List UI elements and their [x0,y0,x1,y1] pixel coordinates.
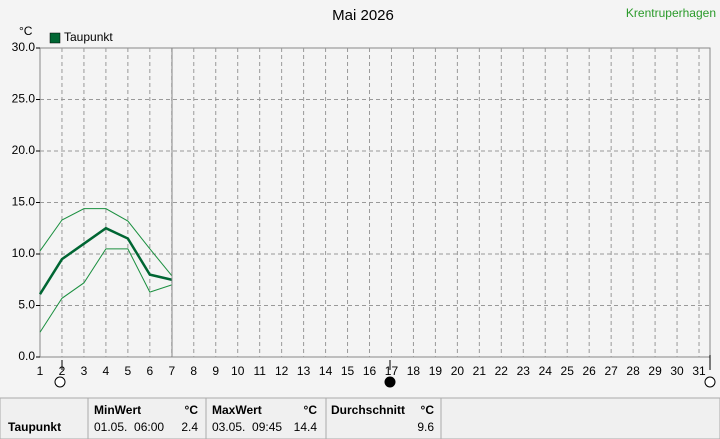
x-tick-label: 25 [561,364,575,378]
x-tick-label: 20 [451,364,465,378]
col-title: MinWert [94,403,141,417]
x-tick-label: 9 [212,364,219,378]
y-tick-label: 30.0 [12,40,36,54]
x-tick-label: 5 [125,364,132,378]
col-unit: °C [185,403,199,417]
x-tick-label: 15 [341,364,355,378]
legend-label: Taupunkt [64,30,113,44]
y-tick-label: 0.0 [18,349,35,363]
x-tick-label: 18 [407,364,421,378]
station: Krentruperhagen [626,6,716,20]
plot-area [39,47,711,358]
x-tick-label: 16 [363,364,377,378]
x-tick-label: 27 [604,364,618,378]
y-tick-label: 10.0 [12,246,36,260]
x-tick-label: 13 [297,364,311,378]
x-tick-label: 28 [626,364,640,378]
x-tick-label: 19 [429,364,443,378]
x-tick-label: 29 [648,364,662,378]
x-tick-label: 7 [168,364,175,378]
cell-time: 03.05. 09:45 [212,420,282,434]
x-tick-label: 2 [59,364,66,378]
min-line [39,248,172,333]
x-tick-label: 24 [539,364,553,378]
x-tick-label: 10 [231,364,245,378]
cell-value: 14.4 [294,420,318,434]
max-line [39,208,173,276]
cell-value: 2.4 [181,420,198,434]
x-tick-label: 12 [275,364,289,378]
col-title: MaxWert [212,403,262,417]
x-tick-label: 14 [319,364,333,378]
x-tick-label: 4 [103,364,110,378]
y-tick-label: 15.0 [12,195,36,209]
x-tick-label: 22 [495,364,509,378]
x-tick-label: 6 [146,364,153,378]
table [0,397,720,439]
x-tick-label: 1 [37,364,44,378]
col-unit: °C [421,403,435,417]
x-tick-label: 23 [517,364,531,378]
x-tick-label: 8 [190,364,197,378]
col-unit: °C [304,403,318,417]
row-label: Taupunkt [8,420,61,434]
x-tick-label: 31 [692,364,706,378]
x-tick-label: 30 [670,364,684,378]
moon-full [54,376,66,388]
legend-swatch [49,32,61,44]
x-tick-label: 11 [253,364,266,378]
cell-value: 9.6 [417,420,434,434]
y-tick-label: 5.0 [18,298,35,312]
x-tick-label: 26 [583,364,597,378]
moon-full [704,376,716,388]
y-tick-label: 25.0 [12,92,36,106]
cell-time: 01.05. 06:00 [94,420,164,434]
x-tick-label: 21 [473,364,487,378]
col-title: Durchschnitt [331,403,405,417]
x-tick-label: 17 [385,364,399,378]
y-tick-label: 20.0 [12,143,36,157]
x-tick-label: 3 [81,364,88,378]
chart-title: Mai 2026 [332,7,394,24]
y-unit: °C [19,24,33,38]
moon-new [384,376,396,388]
mean-line [38,226,173,295]
